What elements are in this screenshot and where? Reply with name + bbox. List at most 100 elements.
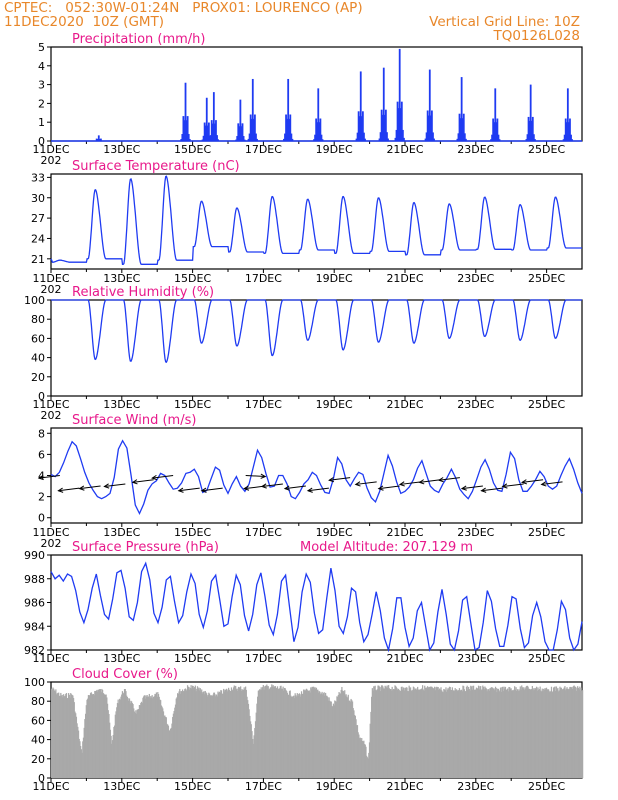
cloud-bar <box>480 686 482 778</box>
cloud-bar <box>357 732 359 778</box>
cloud-bar <box>539 686 541 778</box>
cloud-bar <box>142 697 144 778</box>
cloud-bar <box>361 738 363 778</box>
precip-bar <box>97 135 100 141</box>
cloud-bar <box>219 692 221 778</box>
wind-arrow <box>502 483 524 488</box>
cloud-bar <box>485 688 487 778</box>
cloud-bar <box>470 685 472 778</box>
cloud-bar <box>206 696 209 778</box>
cloud-bar <box>513 689 515 778</box>
cloud-bar <box>84 719 86 778</box>
precip-bar <box>356 132 359 141</box>
cloud-bar <box>421 688 423 778</box>
wind-arrow-head <box>540 481 547 487</box>
cloud-bar <box>150 697 153 778</box>
cloud-bar <box>110 735 112 778</box>
cloud-bar <box>167 724 169 778</box>
cloud-bar <box>210 694 212 778</box>
precip-bar <box>240 126 243 141</box>
cloud-bar <box>177 693 179 778</box>
cloud-bar <box>376 689 378 778</box>
cloud-bar <box>424 685 426 778</box>
precipitation-xtick-label: 19DEC <box>316 143 353 156</box>
precip-bar <box>96 138 99 141</box>
cloud-bar <box>122 693 124 778</box>
precip-bar <box>401 129 404 141</box>
cloud-bar <box>97 691 99 778</box>
cloud-bar <box>417 689 419 778</box>
cloud-bar <box>358 734 360 778</box>
cloud-bar <box>58 695 61 778</box>
cloud-bar <box>133 711 136 778</box>
cloud-bar <box>443 688 445 778</box>
cloud-bar <box>305 690 307 778</box>
wind-arrow-head <box>460 485 467 491</box>
cloud-bar <box>192 686 194 778</box>
cloud-bar <box>91 693 93 778</box>
cloud-bar <box>476 688 478 778</box>
cloud-bar <box>278 688 281 778</box>
cloud-bar <box>262 685 264 778</box>
precip-bar <box>570 134 572 141</box>
cloud-bar <box>542 691 544 778</box>
precip-bar <box>427 115 430 141</box>
cloud-bar <box>409 687 412 778</box>
cloud-bar <box>252 738 254 778</box>
cloud-bar <box>102 693 104 778</box>
cloud-bar <box>556 688 558 778</box>
cloud-bar <box>274 686 276 778</box>
cloud-bar <box>196 686 199 778</box>
cloud-bar <box>156 696 158 778</box>
cloud-bar <box>414 689 416 778</box>
humidity-xtick-label: 15DEC <box>174 398 211 411</box>
cloud-bar <box>297 695 299 778</box>
precip-bar <box>394 137 397 141</box>
cloud-bar <box>221 693 223 778</box>
cloud-bar <box>392 690 394 778</box>
cloud-bar <box>460 689 463 778</box>
pressure-xtick-label: 19DEC <box>316 652 353 665</box>
cloud-bar <box>494 690 496 778</box>
cloud-bar <box>458 689 460 778</box>
cloud-bar <box>99 689 102 778</box>
cloud-bar <box>100 692 102 778</box>
cloud-bar <box>417 686 419 778</box>
cloud-bar <box>106 703 109 778</box>
cloud-bar <box>441 690 443 778</box>
cloud-bar <box>329 701 332 778</box>
cloud-bar <box>563 687 565 778</box>
cloud-bar <box>240 686 242 778</box>
cloud-bar <box>107 710 109 778</box>
cloud-bar <box>449 687 451 778</box>
cloud-bar <box>354 714 356 778</box>
cloud-bar <box>480 690 483 778</box>
cloud-bar <box>118 698 121 778</box>
cloud-bar <box>390 689 392 778</box>
cloud-bar <box>191 685 194 778</box>
cloud-bar <box>540 690 542 778</box>
cloud-bar <box>463 686 465 778</box>
cloud-bar <box>206 693 208 778</box>
cloud-bar <box>275 687 277 778</box>
cloud-bar <box>310 688 313 778</box>
cloud-bar <box>167 725 170 778</box>
precip-bar <box>426 110 429 141</box>
precip-bar <box>490 139 492 141</box>
cloud-bar <box>145 696 148 778</box>
cloud-bar <box>182 691 184 778</box>
humidity-line <box>51 299 582 364</box>
wind-arrow <box>329 477 351 481</box>
cloud-bar <box>164 716 167 778</box>
cloud-bar <box>578 689 580 778</box>
cloud-bar <box>431 686 433 778</box>
cloud-bar <box>416 688 418 778</box>
cloud-bar <box>430 686 432 778</box>
cloud-bar <box>351 700 353 778</box>
precip-bar <box>184 82 187 141</box>
cloud-bar <box>84 713 87 778</box>
cloud-bar <box>364 744 366 778</box>
cloud-bar <box>467 689 469 778</box>
cloud-bar <box>464 691 466 778</box>
wind-arrow-head <box>354 481 361 487</box>
